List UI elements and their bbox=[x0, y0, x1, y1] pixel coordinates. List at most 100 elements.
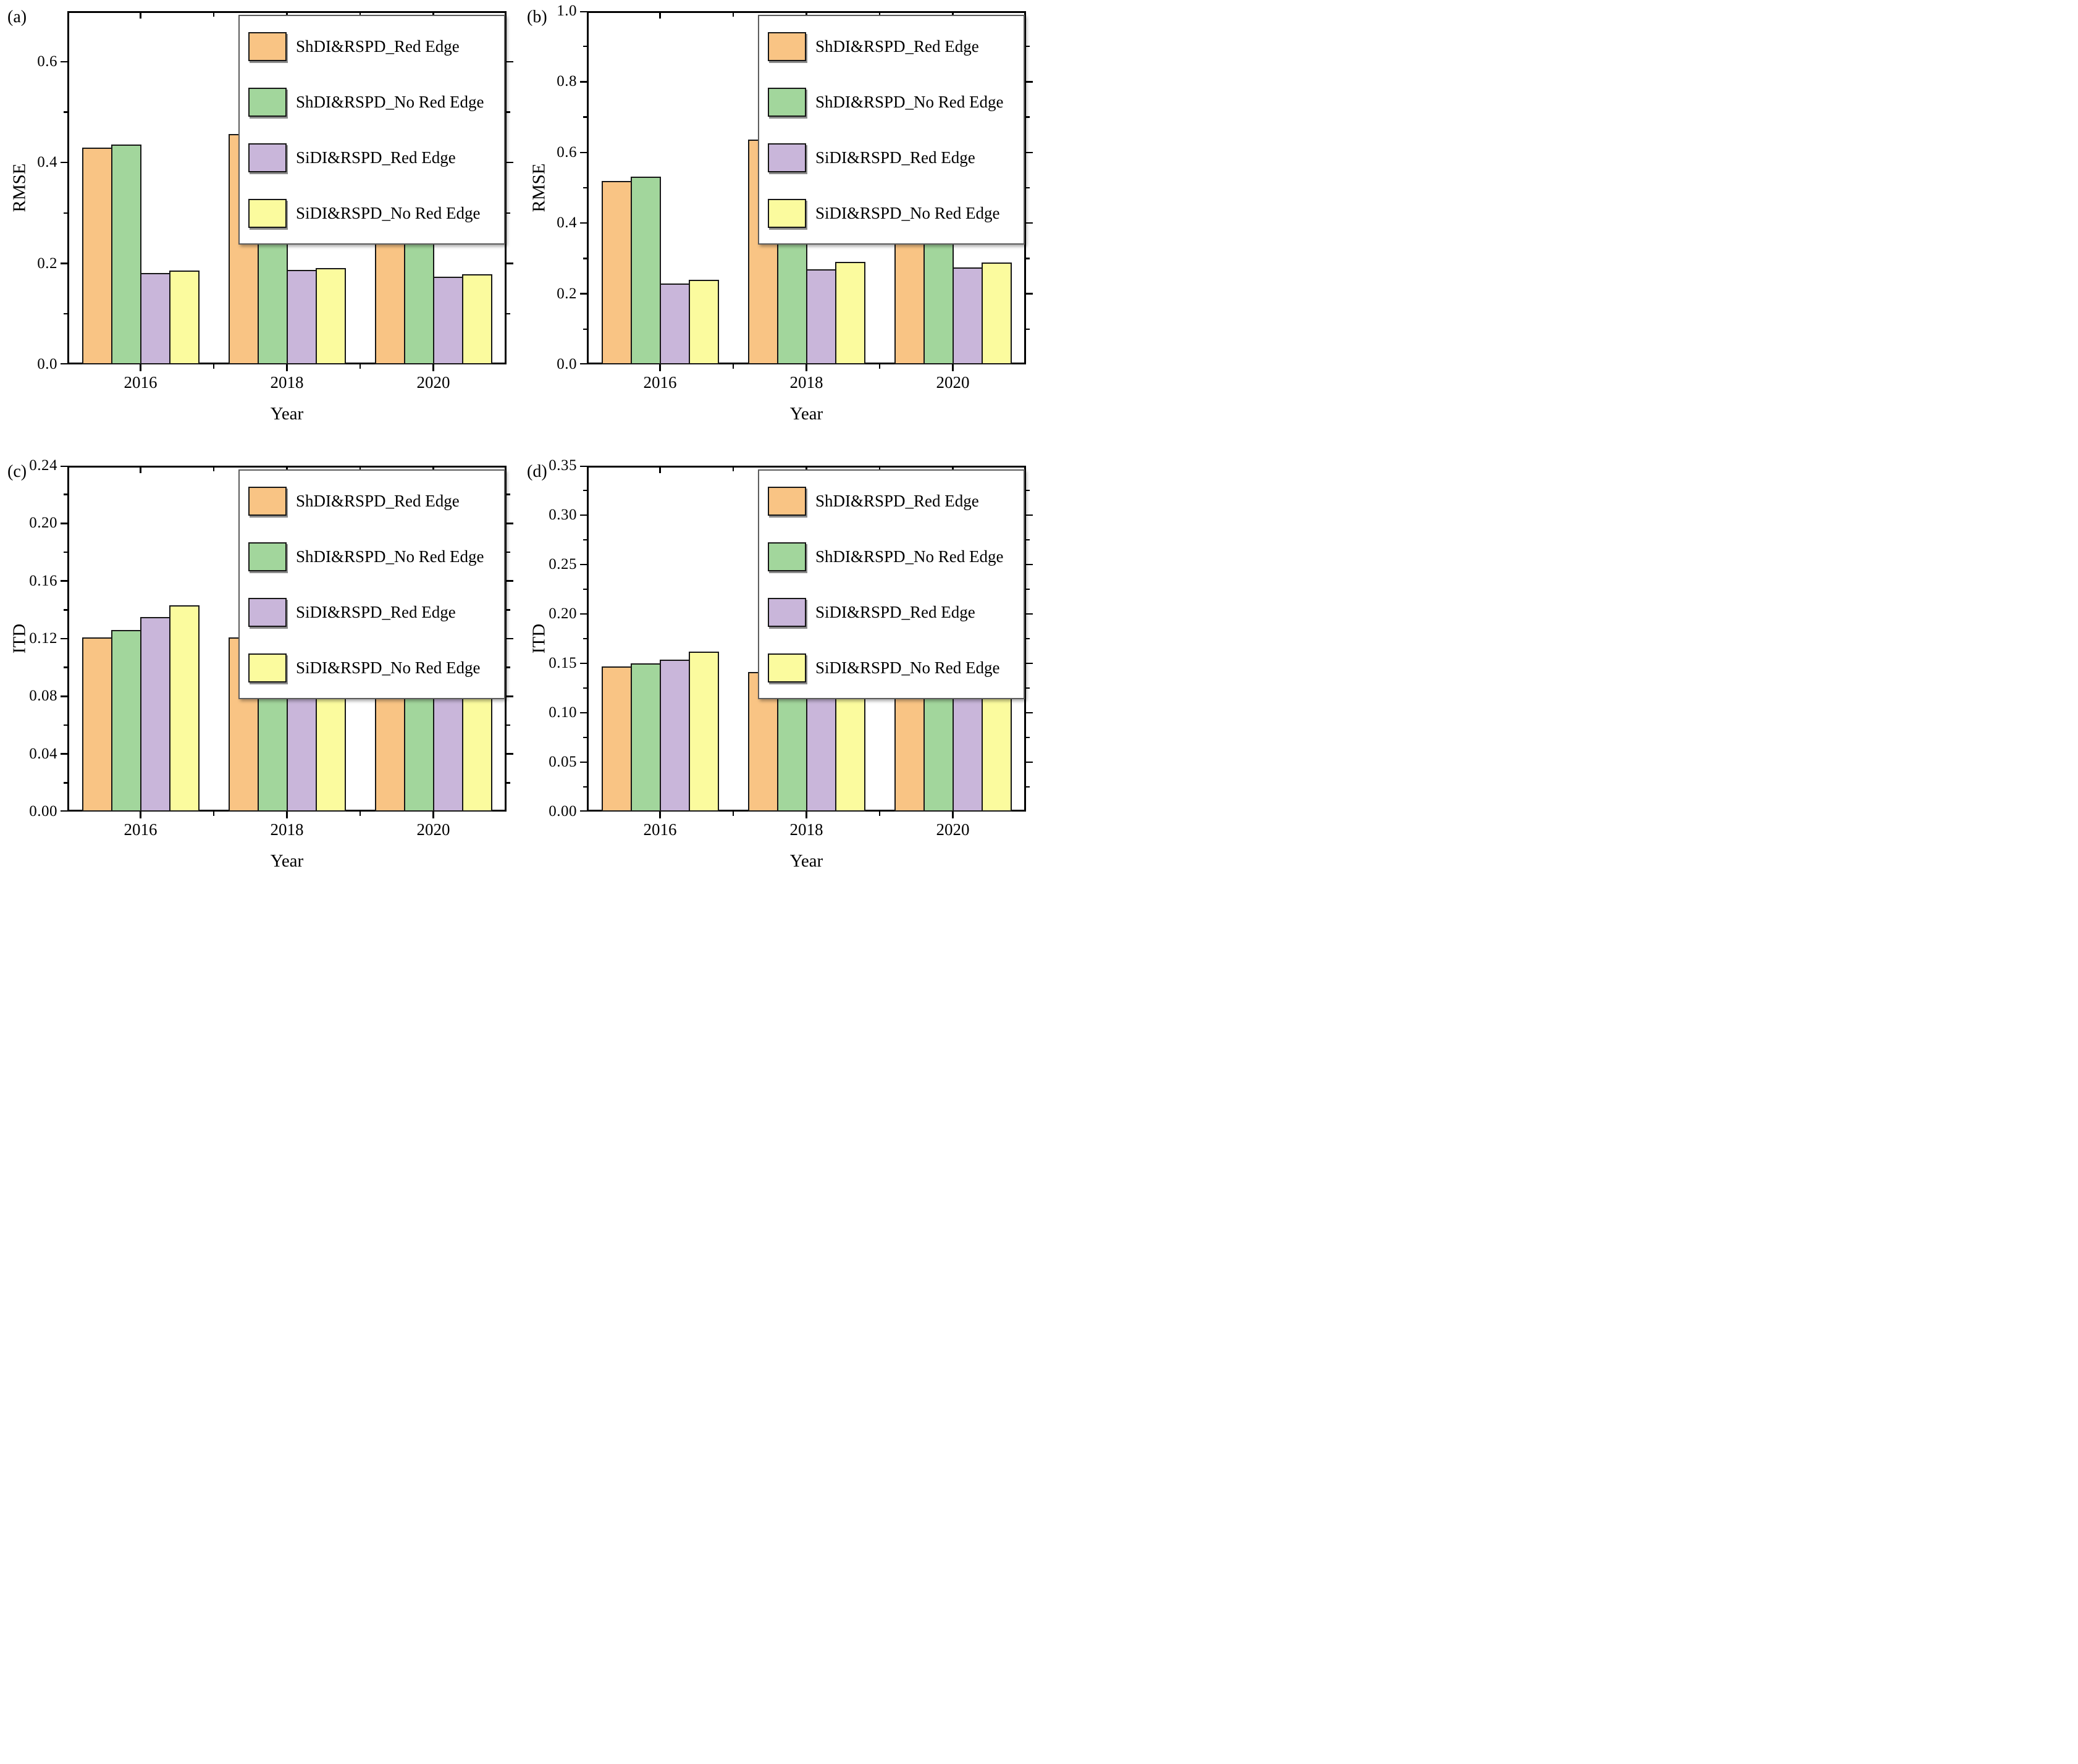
y-minor-tick-left bbox=[583, 489, 587, 492]
legend-swatch-sidi-red bbox=[248, 143, 287, 172]
y-major-tick-right bbox=[1026, 293, 1033, 295]
y-minor-tick-right bbox=[1026, 258, 1030, 259]
x-top-minor-tick bbox=[212, 13, 215, 17]
y-major-tick-right bbox=[507, 161, 513, 164]
legend-swatch-shdi-nored bbox=[248, 542, 287, 571]
y-major-tick-left bbox=[61, 695, 67, 697]
panel-label: (d) bbox=[527, 462, 547, 481]
y-major-tick-left bbox=[580, 613, 587, 615]
y-major-tick-right bbox=[1026, 151, 1033, 153]
x-minor-tick bbox=[212, 364, 215, 369]
y-major-tick-left bbox=[580, 514, 587, 516]
legend-label: ShDI&RSPD_No Red Edge bbox=[815, 547, 1004, 566]
y-minor-tick-left bbox=[583, 116, 587, 118]
legend-item: SiDI&RSPD_No Red Edge bbox=[248, 644, 497, 691]
y-major-tick-left bbox=[580, 662, 587, 665]
legend-swatch-sidi-red bbox=[768, 143, 806, 172]
x-tick-label: 2020 bbox=[936, 820, 970, 839]
y-major-tick-left bbox=[61, 161, 67, 164]
y-minor-tick-left bbox=[583, 786, 587, 788]
x-axis-label: Year bbox=[270, 404, 304, 424]
y-axis-label: ITD bbox=[9, 623, 30, 654]
y-tick-label: 0.0 bbox=[37, 356, 57, 372]
y-tick-label: 0.10 bbox=[549, 704, 577, 721]
x-major-tick bbox=[432, 364, 434, 371]
x-axis-label: Year bbox=[789, 851, 823, 871]
y-minor-tick-right bbox=[1026, 116, 1030, 118]
bar-sidi-red-2020 bbox=[952, 267, 983, 364]
y-tick-label: 0.30 bbox=[549, 506, 577, 523]
y-major-tick-left bbox=[580, 810, 587, 812]
x-tick-label: 2020 bbox=[416, 820, 450, 839]
bar-shdi-nored-2016 bbox=[111, 144, 141, 364]
y-major-tick-left bbox=[61, 465, 67, 468]
bar-shdi-red-2016 bbox=[82, 637, 112, 812]
y-major-tick-left bbox=[61, 262, 67, 264]
y-major-tick-right bbox=[507, 637, 513, 640]
y-minor-tick-right bbox=[507, 313, 510, 315]
y-minor-tick-left bbox=[64, 609, 67, 611]
y-major-tick-left bbox=[61, 61, 67, 62]
y-minor-tick-left bbox=[583, 637, 587, 640]
y-tick-label: 0.08 bbox=[29, 687, 57, 705]
legend-item: ShDI&RSPD_Red Edge bbox=[768, 23, 1016, 70]
legend-label: ShDI&RSPD_Red Edge bbox=[296, 491, 460, 510]
y-major-tick-left bbox=[580, 363, 587, 365]
y-minor-tick-left bbox=[64, 724, 67, 726]
y-tick-label: 0.4 bbox=[557, 214, 577, 232]
y-major-tick-right bbox=[507, 262, 513, 264]
x-tick-label: 2020 bbox=[416, 373, 450, 392]
bar-sidi-nored-2018 bbox=[835, 261, 865, 364]
legend-label: ShDI&RSPD_No Red Edge bbox=[296, 92, 484, 111]
y-minor-tick-left bbox=[583, 736, 587, 739]
bar-shdi-nored-2016 bbox=[111, 630, 141, 812]
y-tick-label: 0.04 bbox=[29, 745, 57, 762]
y-minor-tick-right bbox=[507, 782, 510, 784]
bar-sidi-red-2016 bbox=[140, 273, 170, 364]
bar-sidi-nored-2016 bbox=[688, 651, 719, 812]
y-major-tick-right bbox=[1026, 613, 1033, 615]
y-tick-label: 1.0 bbox=[557, 2, 577, 19]
y-major-tick-left bbox=[580, 81, 587, 83]
panel-label: (b) bbox=[527, 7, 547, 27]
legend-label: SiDI&RSPD_Red Edge bbox=[296, 148, 456, 167]
x-axis-label: Year bbox=[789, 404, 823, 424]
bar-shdi-red-2016 bbox=[82, 147, 112, 364]
y-tick-label: 0.05 bbox=[549, 754, 577, 770]
x-major-tick bbox=[952, 364, 954, 371]
bar-sidi-nored-2016 bbox=[169, 605, 200, 812]
y-minor-tick-left bbox=[583, 328, 587, 330]
y-major-tick-right bbox=[1026, 712, 1033, 714]
y-minor-tick-right bbox=[1026, 588, 1030, 590]
panel-label: (c) bbox=[7, 462, 27, 481]
x-major-tick bbox=[806, 364, 807, 371]
y-minor-tick-left bbox=[583, 258, 587, 259]
x-tick-label: 2016 bbox=[643, 820, 677, 839]
y-minor-tick-left bbox=[64, 212, 67, 214]
legend-swatch-shdi-nored bbox=[768, 542, 806, 571]
x-top-minor-tick bbox=[732, 468, 734, 471]
y-minor-tick-left bbox=[64, 666, 67, 668]
y-minor-tick-right bbox=[1026, 187, 1030, 189]
y-major-tick-left bbox=[580, 10, 587, 13]
legend-item: ShDI&RSPD_Red Edge bbox=[248, 23, 497, 70]
y-minor-tick-left bbox=[583, 588, 587, 590]
legend: ShDI&RSPD_Red Edge ShDI&RSPD_No Red Edge S… bbox=[238, 15, 505, 245]
y-axis-label: ITD bbox=[529, 623, 549, 654]
x-tick-label: 2018 bbox=[789, 373, 823, 392]
y-tick-label: 0.00 bbox=[549, 803, 577, 820]
legend-item: SiDI&RSPD_No Red Edge bbox=[768, 190, 1016, 237]
y-major-tick-left bbox=[580, 151, 587, 153]
legend-label: SiDI&RSPD_Red Edge bbox=[815, 148, 975, 167]
y-major-tick-right bbox=[1026, 761, 1033, 763]
x-major-tick bbox=[659, 812, 661, 818]
bar-sidi-red-2018 bbox=[806, 269, 836, 364]
legend-swatch-sidi-nored bbox=[248, 653, 287, 682]
x-minor-tick bbox=[878, 364, 881, 369]
x-major-tick bbox=[286, 364, 288, 371]
legend: ShDI&RSPD_Red Edge ShDI&RSPD_No Red Edge S… bbox=[758, 469, 1025, 699]
y-major-tick-right bbox=[1026, 514, 1033, 516]
y-minor-tick-right bbox=[1026, 687, 1030, 689]
y-tick-label: 0.35 bbox=[549, 457, 577, 474]
x-major-tick bbox=[140, 364, 141, 371]
